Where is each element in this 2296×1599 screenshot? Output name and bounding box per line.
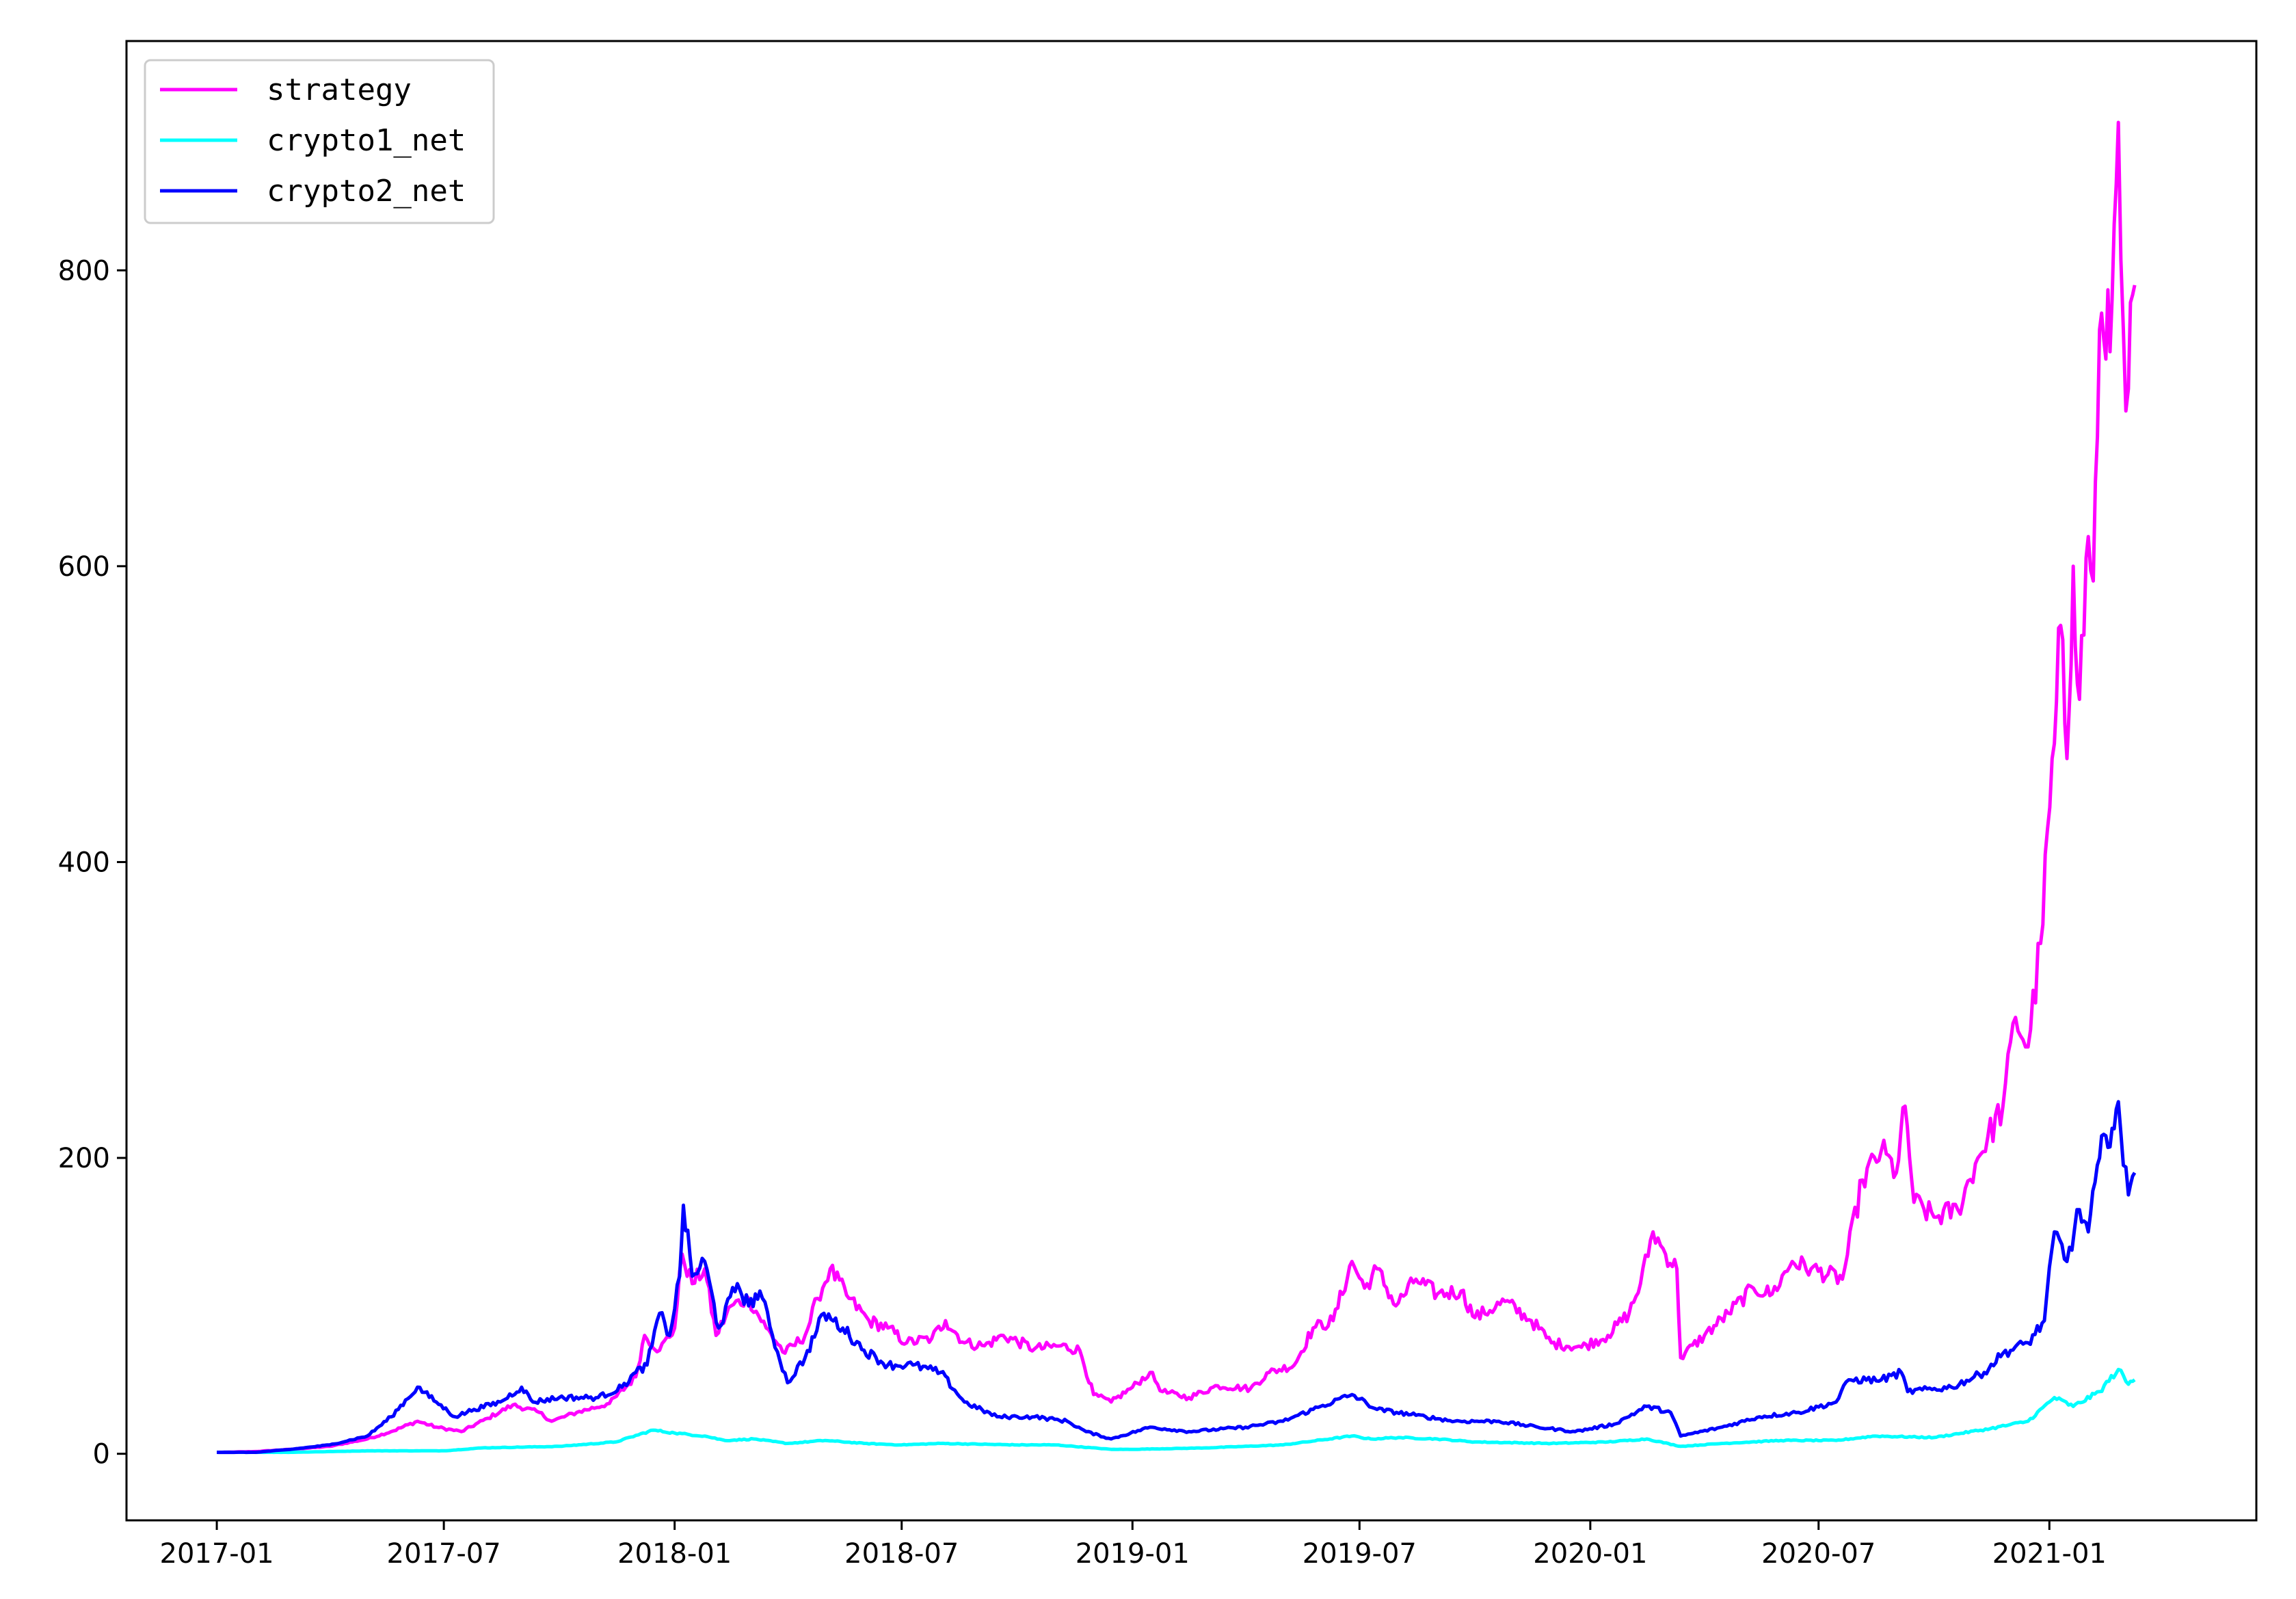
y-tick-label: 800 [58, 255, 110, 287]
series-line-crypto2-net [217, 1100, 2137, 1455]
x-tick-label: 2017-01 [160, 1538, 274, 1570]
x-tick-label: 2020-07 [1761, 1538, 1875, 1570]
y-tick-label: 200 [58, 1143, 110, 1174]
y-tick-label: 400 [58, 847, 110, 878]
legend: strategy crypto1_net crypto2_net [144, 59, 495, 224]
plot-area [217, 120, 2137, 1455]
x-axis: 2017-01 2017-07 2018-01 2018-07 2019-01 2019-… [160, 1520, 2107, 1570]
legend-label-crypto2-net: crypto2_net [267, 174, 466, 209]
x-tick-label: 2018-07 [844, 1538, 959, 1570]
series-line-crypto1-net [217, 1367, 2136, 1455]
x-tick-label: 2019-07 [1303, 1538, 1417, 1570]
x-tick-label: 2017-07 [387, 1538, 501, 1570]
plot-frame [125, 40, 2258, 1522]
x-tick-label: 2021-01 [1992, 1538, 2107, 1570]
y-tick-label: 0 [93, 1439, 110, 1470]
legend-label-crypto1-net: crypto1_net [267, 123, 466, 158]
x-tick-label: 2019-01 [1076, 1538, 1190, 1570]
y-axis: 0 200 400 600 800 [58, 255, 126, 1470]
legend-label-strategy: strategy [267, 72, 412, 107]
series-line-strategy [217, 120, 2137, 1454]
x-tick-label: 2018-01 [617, 1538, 732, 1570]
y-tick-label: 600 [58, 551, 110, 583]
x-tick-label: 2020-01 [1533, 1538, 1647, 1570]
legend-box [144, 59, 495, 224]
